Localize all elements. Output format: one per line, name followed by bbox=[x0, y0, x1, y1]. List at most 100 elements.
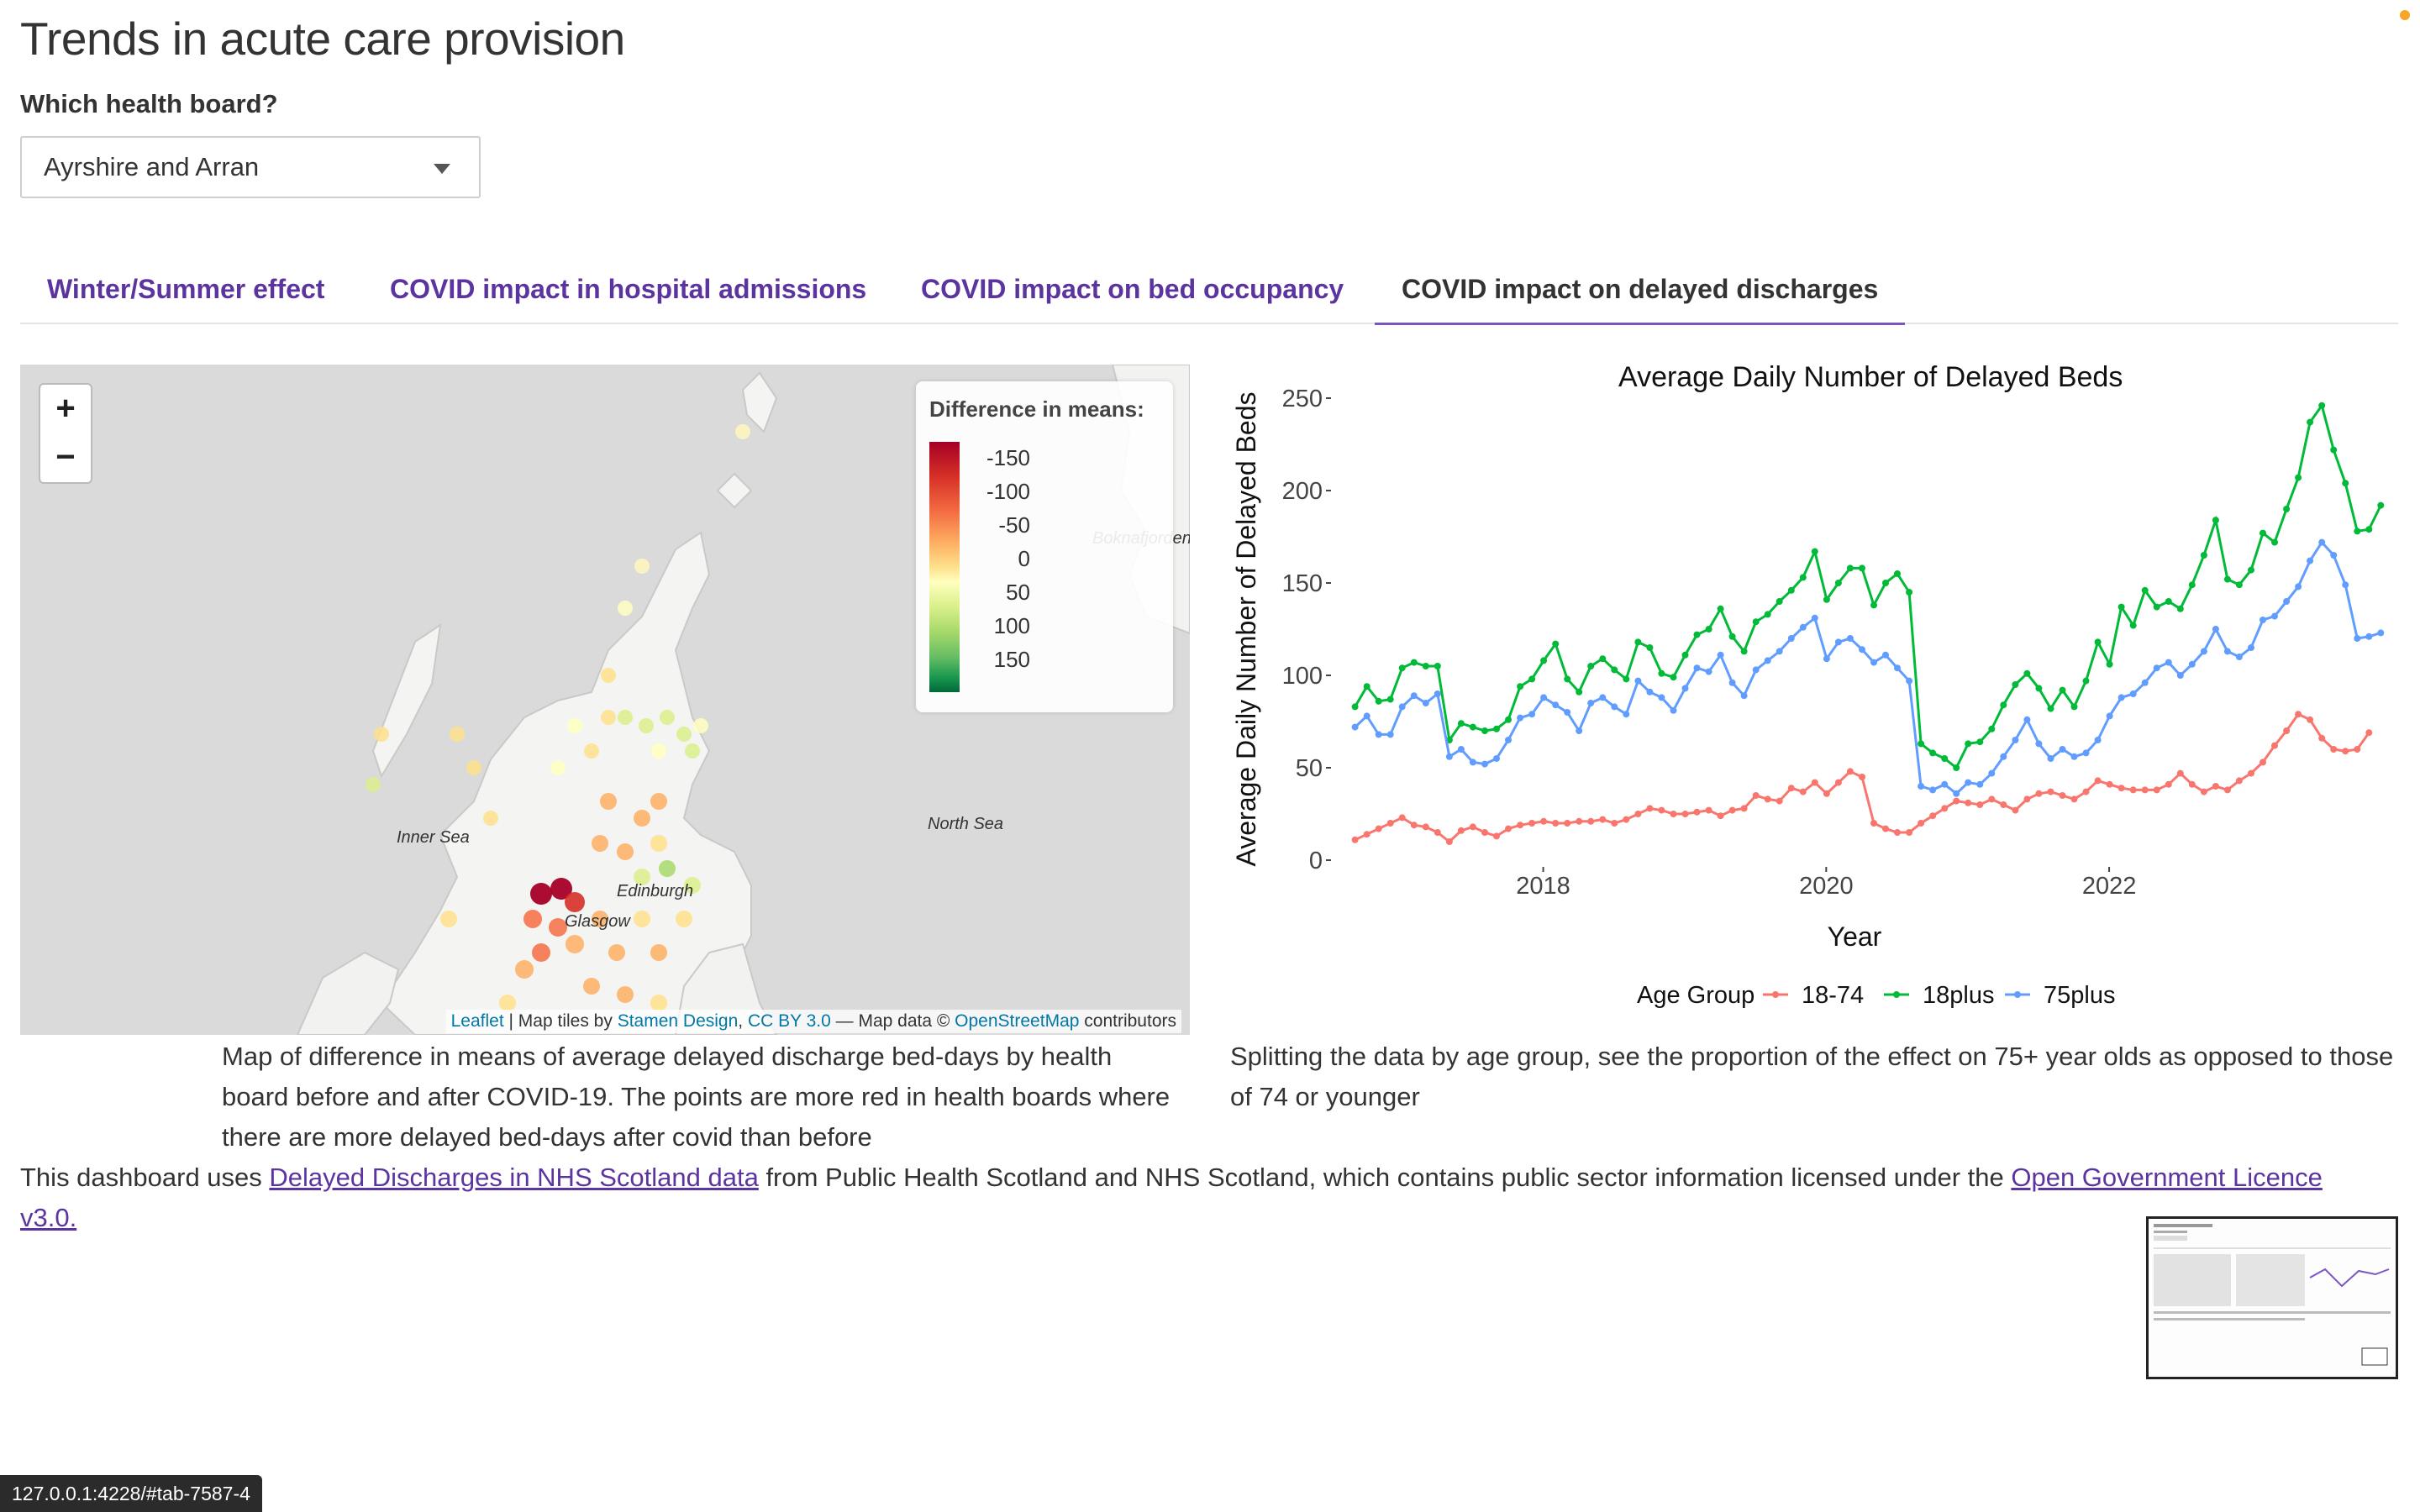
data-point-75plus bbox=[2365, 633, 2373, 640]
data-point-18-74 bbox=[1363, 831, 1370, 838]
data-point-75plus bbox=[1540, 694, 1548, 701]
legend-label-75plus: 75plus bbox=[2044, 982, 2115, 1009]
zoom-in-button[interactable]: + bbox=[39, 383, 92, 435]
data-point-75plus bbox=[1764, 657, 1771, 664]
data-point-18-74 bbox=[1611, 820, 1618, 827]
data-point-18plus bbox=[1386, 696, 1394, 703]
data-point-18plus bbox=[2377, 501, 2385, 509]
data-point-75plus bbox=[1894, 664, 1901, 672]
tab-hospital-admissions[interactable]: COVID impact in hospital admissions bbox=[390, 274, 867, 304]
data-point-18plus bbox=[2295, 474, 2302, 481]
data-point-18-74 bbox=[2094, 777, 2102, 785]
data-point-75plus bbox=[1834, 638, 1842, 646]
data-point-18plus bbox=[1375, 697, 1382, 705]
data-point-75plus bbox=[1457, 746, 1465, 753]
data-point-18plus bbox=[2318, 402, 2326, 409]
data-point-18-74 bbox=[1787, 785, 1795, 792]
cc-link[interactable]: CC BY 3.0 bbox=[747, 1011, 831, 1031]
data-point-18-74 bbox=[2212, 783, 2219, 790]
data-point-18plus bbox=[2248, 566, 2254, 574]
leaflet-link[interactable]: Leaflet bbox=[450, 1011, 504, 1031]
map[interactable]: Inner Sea North Sea Edinburgh Glasgow Bo… bbox=[20, 365, 1190, 1035]
data-point-75plus bbox=[2330, 552, 2338, 559]
data-point-75plus bbox=[1469, 759, 1476, 766]
shetland-islands bbox=[741, 371, 778, 433]
data-point-75plus bbox=[1517, 714, 1524, 722]
data-point-75plus bbox=[2176, 672, 2184, 679]
health-board-select[interactable]: Ayrshire and Arran bbox=[20, 136, 481, 198]
data-point-18-74 bbox=[1422, 823, 1429, 831]
data-point-18-74 bbox=[2283, 727, 2291, 734]
data-point-18plus bbox=[1422, 663, 1429, 669]
data-point-18-74 bbox=[2118, 785, 2125, 792]
tab-delayed-discharges[interactable]: COVID impact on delayed discharges bbox=[1375, 262, 1906, 325]
data-point-18-74 bbox=[1434, 829, 1441, 836]
data-point-18-74 bbox=[2153, 786, 2160, 794]
data-source-link[interactable]: Delayed Discharges in NHS Scotland data bbox=[269, 1163, 759, 1192]
data-point-18plus bbox=[2188, 581, 2196, 589]
data-point-18-74 bbox=[1953, 797, 1960, 805]
tab-bed-occupancy[interactable]: COVID impact on bed occupancy bbox=[921, 274, 1344, 304]
data-point-75plus bbox=[2307, 557, 2314, 564]
legend-label: -150 bbox=[986, 445, 1030, 470]
data-point-75plus bbox=[1552, 701, 1560, 709]
data-point-18-74 bbox=[2129, 786, 2137, 794]
data-point-18-74 bbox=[1965, 799, 1972, 806]
outer-hebrides bbox=[371, 622, 442, 779]
data-point-18plus bbox=[1882, 580, 1889, 586]
data-point-75plus bbox=[2295, 583, 2302, 591]
zoom-out-button[interactable]: − bbox=[39, 433, 92, 484]
data-point-18-74 bbox=[2307, 716, 2314, 723]
x-tick-label: 2018 bbox=[1516, 873, 1570, 900]
data-point-75plus bbox=[1681, 685, 1689, 692]
stamen-link[interactable]: Stamen Design bbox=[617, 1011, 739, 1031]
data-point-18plus bbox=[2035, 685, 2043, 692]
data-point-18-74 bbox=[2235, 777, 2243, 785]
data-point-18-74 bbox=[2271, 742, 2278, 749]
data-point-75plus bbox=[2035, 740, 2043, 748]
data-point-18-74 bbox=[1481, 829, 1488, 836]
tab-winter-summer[interactable]: Winter/Summer effect bbox=[47, 274, 325, 304]
data-point-18plus bbox=[1670, 674, 1677, 681]
data-point-75plus bbox=[1918, 783, 1925, 790]
data-point-18-74 bbox=[2330, 746, 2338, 753]
data-point-18-74 bbox=[1894, 829, 1901, 836]
data-point-18plus bbox=[2176, 605, 2184, 612]
data-point-18plus bbox=[2059, 686, 2066, 694]
data-point-18plus bbox=[1811, 548, 1818, 555]
window-thumbnail[interactable] bbox=[2146, 1216, 2398, 1379]
data-point-75plus bbox=[1882, 651, 1889, 659]
health-board-points bbox=[366, 424, 750, 1011]
data-point-75plus bbox=[2200, 648, 2207, 655]
data-point-75plus bbox=[2212, 626, 2219, 633]
legend-label: 50 bbox=[1006, 580, 1030, 605]
data-point-18plus bbox=[1988, 725, 1996, 732]
legend-label-18plus: 18plus bbox=[1923, 982, 1994, 1009]
data-point-75plus bbox=[1646, 688, 1654, 696]
x-tick-label: 2020 bbox=[1799, 873, 1854, 900]
data-point-18-74 bbox=[2342, 748, 2349, 755]
data-point-75plus bbox=[1587, 700, 1595, 706]
data-point-75plus bbox=[1859, 646, 1865, 654]
data-point-18plus bbox=[2354, 528, 2361, 535]
legend-key-dot bbox=[1772, 991, 1779, 998]
x-tick-label: 2022 bbox=[2082, 873, 2137, 900]
data-point-18plus bbox=[1764, 611, 1771, 618]
data-point-18plus bbox=[2307, 418, 2314, 426]
data-point-18-74 bbox=[1375, 825, 1382, 832]
data-point-18-74 bbox=[2200, 788, 2207, 795]
data-point-18-74 bbox=[1776, 797, 1783, 805]
data-point-75plus bbox=[1658, 694, 1665, 701]
data-point-18plus bbox=[2271, 538, 2278, 546]
data-point-18-74 bbox=[1811, 779, 1818, 786]
data-point-18-74 bbox=[1882, 825, 1889, 832]
osm-link[interactable]: OpenStreetMap bbox=[955, 1011, 1080, 1031]
data-point-75plus bbox=[2047, 755, 2054, 762]
data-point-18plus bbox=[2283, 506, 2291, 512]
data-point-75plus bbox=[1386, 731, 1394, 738]
data-point-75plus bbox=[1823, 655, 1830, 663]
licence-link[interactable]: Open Government Licence v3.0. bbox=[20, 1163, 2323, 1232]
data-point-75plus bbox=[2165, 659, 2172, 666]
data-point-18-74 bbox=[1918, 820, 1925, 827]
data-point-75plus bbox=[1776, 648, 1783, 655]
